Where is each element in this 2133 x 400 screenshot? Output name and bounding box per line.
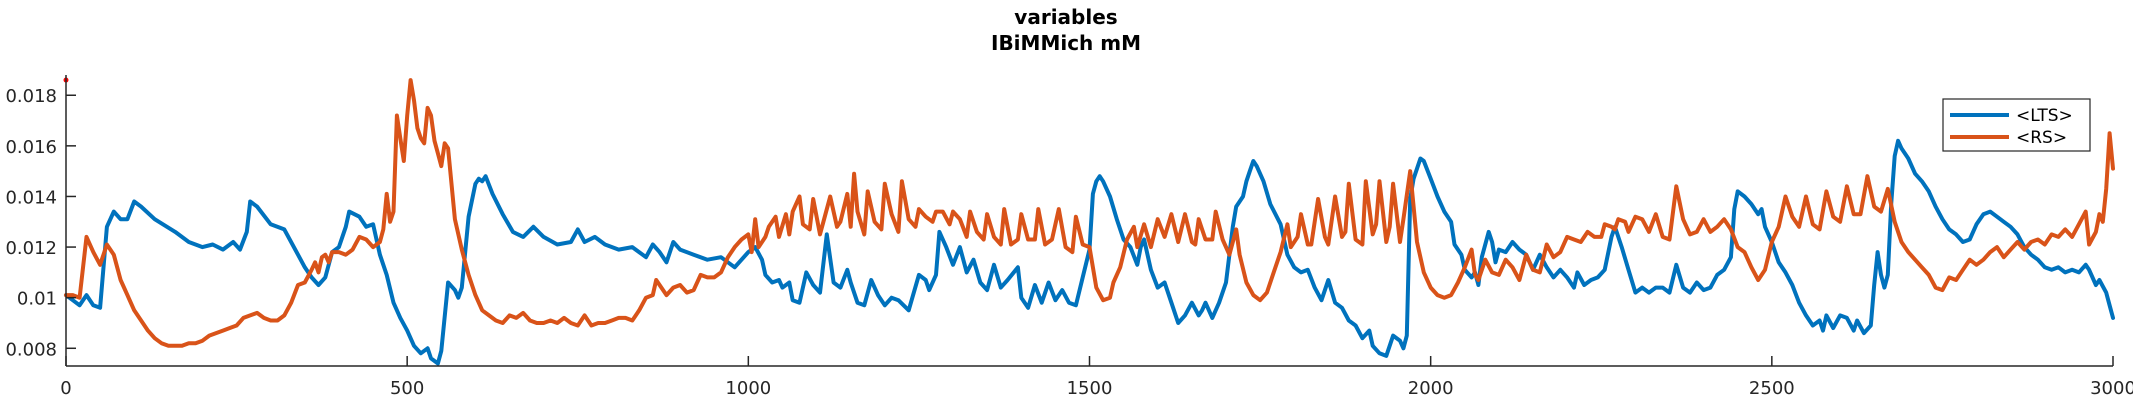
legend-label-0: <LTS> [2016,106,2073,126]
x-tick-label: 1000 [725,378,771,399]
series-line-1 [64,78,2115,348]
x-tick-label: 2500 [1749,378,1795,399]
x-tick-label: 0 [60,378,71,399]
x-tick-label: 500 [390,378,424,399]
chart-subtitle: IBiMMich mM [991,31,1141,55]
legend-box [1942,98,2091,152]
x-tick-label: 3000 [2090,378,2133,399]
y-tick-label: 0.016 [5,137,57,158]
legend: <LTS><RS> [1942,98,2091,152]
axes: 0 500 1000 1500 2000 2500 3000 0.008 0.01 0.012 0.… [5,75,2133,399]
legend-label-1: <RS> [2016,128,2067,148]
y-tick-label: 0.014 [5,187,57,208]
y-tick-label: 0.008 [5,339,57,360]
x-tick-label: 1500 [1067,378,1113,399]
chart-title: variables [1014,5,1117,29]
plot-lines [63,77,2115,366]
y-tick-label: 0.012 [5,238,57,259]
y-tick-label: 0.01 [17,289,57,310]
x-tick-label: 2000 [1408,378,1454,399]
y-tick-label: 0.018 [5,86,57,107]
